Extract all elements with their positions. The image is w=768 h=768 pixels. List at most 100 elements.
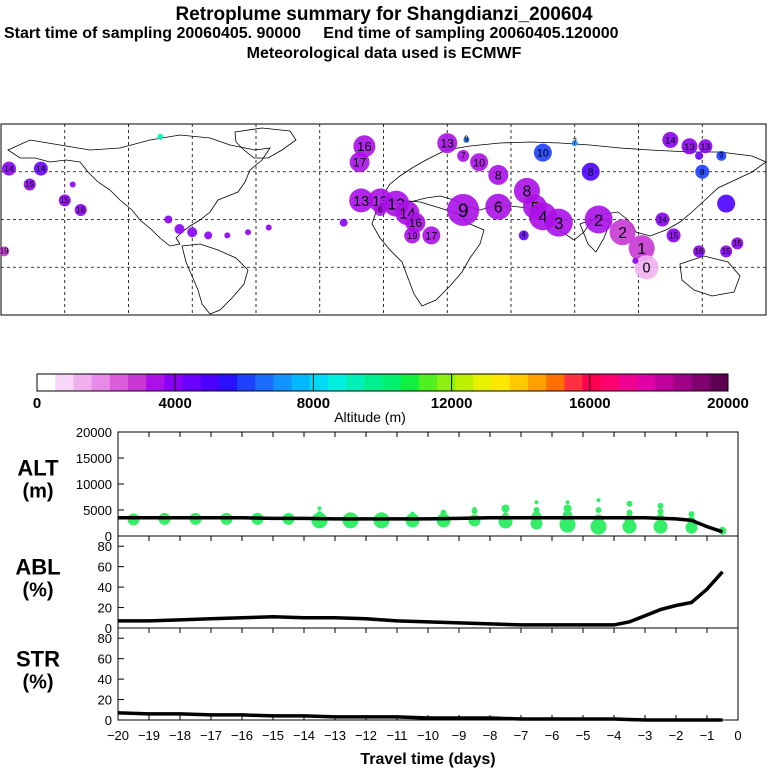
plume-marker [581,162,600,181]
colorbar-cell [91,374,111,391]
alt-point [311,512,328,529]
colorbar-cell [127,374,147,391]
colorbar-title: Altitude (m) [334,409,406,425]
plume-marker [609,219,636,246]
colorbar-cell [255,374,274,391]
plume-marker-label: 15 [25,180,34,189]
colorbar-cell [218,374,238,391]
x-tick-label: −11 [386,728,407,743]
colorbar-cell [164,374,183,391]
plume-marker-label: 8 [700,167,705,177]
x-axis: −20 −19 −18 −17 −16 −15 −14 −13 −12 −11 −10 −9 −8 −7−… [107,715,742,743]
alt-point [316,511,323,518]
y-tick-label: 60 [98,652,112,667]
plume-marker-label: 3 [554,214,563,233]
colorbar-cell [146,374,165,391]
plume-marker-label: 9 [458,201,469,222]
x-tick-label: −5 [576,728,591,743]
y-tick-label: 15000 [76,451,112,466]
y-tick-label: 0 [105,529,112,544]
alt-point [379,512,384,517]
alt-point [657,502,664,509]
plume-marker [666,228,681,243]
plume-marker [349,188,374,213]
plume-marker-label: 14 [665,136,676,147]
plume-marker [698,139,713,154]
plume-marker [224,232,231,239]
colorbar-cell [291,374,311,391]
time-series-panels: 05000100001500020000ALT(m)020406080ABL(%… [15,428,742,768]
y-tick-label: 10000 [76,477,112,492]
plume-marker [716,150,727,161]
plume-marker [720,245,733,258]
colorbar-cell [473,374,493,391]
plume-marker-label: 13 [441,137,455,151]
colorbar-cell [437,374,456,391]
y-tick-label: 40 [98,580,112,595]
x-tick-label: −13 [324,728,346,743]
y-axis-label: STR [16,647,60,672]
north-america-outline [7,134,271,247]
colorbar-ticks: 0 4000 8000 12000 16000 20000 [33,374,749,412]
alt-point [688,511,695,518]
plume-marker-label: 14 [658,215,668,225]
plume-marker-label: 1 [637,241,646,258]
alt-point [565,500,570,505]
plume-marker-label: 16 [409,216,423,230]
alt-point [590,518,607,535]
plume-marker [693,245,706,258]
y-axis-unit: (m) [22,481,53,503]
alt-point [440,509,447,516]
y-tick-label: 80 [98,631,112,646]
plume-marker-label: 14 [36,164,46,174]
x-tick-label: −7 [514,728,529,743]
plume-marker-label: 13 [353,194,369,210]
colorbar-cell [346,374,365,391]
plume-marker [518,230,529,241]
x-tick-label: −12 [355,728,377,743]
plume-marker-label: 13 [701,141,711,151]
alt-mean-line [118,516,724,534]
plume-marker [349,152,370,173]
colorbar-cell [200,374,220,391]
colorbar-tick-label: 8000 [297,395,330,412]
south-america-outline [181,243,249,315]
plume-marker-label: 8 [495,168,502,182]
plume-marker [157,133,164,140]
plume-marker-label: 7 [573,137,578,146]
alt-point [317,506,322,511]
plume-marker [533,143,552,162]
colorbar-tick-label: 0 [33,395,41,412]
plume-marker-label: 16 [695,247,704,256]
y-axis-unit: (%) [22,580,53,602]
x-tick-label: −1 [700,728,715,743]
plume-marker [204,231,213,240]
plume-marker-label: 8 [588,167,594,179]
panel-abl: 0 20 40 60 80 ABL(%) [15,535,739,636]
plume-marker [339,218,348,227]
x-tick-label: −8 [483,728,498,743]
plume-marker-label: 9 [719,151,724,160]
x-tick-label: −3 [638,728,653,743]
plume-marker [634,255,659,280]
colorbar-cell [182,374,202,391]
y-tick-label: 0 [105,713,112,728]
australia-outline [679,255,741,297]
plume-marker-label: 4 [538,208,547,227]
alt-point [563,504,572,513]
colorbar-cell [418,374,438,391]
plume-marker [164,215,173,224]
colorbar-cell [327,374,347,391]
plume-marker [74,203,87,216]
plume-marker [58,194,71,207]
colorbar-cell [237,374,256,391]
plume-marker [437,133,458,154]
colorbar-cell [600,374,620,391]
y-tick-label: 80 [98,539,112,554]
colorbar-tick-label: 12000 [431,395,473,412]
panel-str: 0 20 40 60 80 STR(%) [16,627,739,728]
x-tick-label: −19 [138,728,160,743]
y-tick-label: 40 [98,672,112,687]
plume-marker-label: 2 [594,211,603,230]
